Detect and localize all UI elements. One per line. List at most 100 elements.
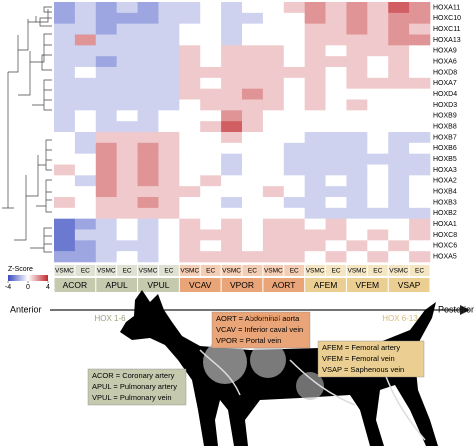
column-header [346, 265, 367, 276]
heat-cell [158, 110, 180, 122]
heat-cell [54, 88, 76, 100]
heat-cell [179, 240, 201, 252]
heat-cell [200, 240, 222, 252]
heat-cell [409, 88, 431, 100]
heat-cell [137, 45, 159, 57]
heat-cell [95, 2, 117, 14]
heat-cell [116, 229, 138, 241]
heat-cell [304, 251, 326, 263]
heat-cell [304, 175, 326, 187]
heat-cell [242, 240, 264, 252]
column-label: VSMC [55, 268, 74, 275]
heat-cell [367, 132, 389, 144]
heat-cell [242, 23, 264, 35]
heat-cell [304, 45, 326, 57]
heat-cell [283, 153, 305, 165]
heat-cell [221, 23, 243, 35]
heat-cell [262, 45, 285, 57]
group-box [305, 278, 346, 292]
heat-cell [262, 12, 285, 24]
row-label: HOXA5 [433, 253, 457, 260]
heat-cell [325, 77, 347, 89]
column-label: EC [206, 268, 215, 275]
heat-cell [304, 197, 326, 209]
heat-cell [179, 99, 201, 111]
heat-cell [95, 186, 117, 198]
heat-cell [388, 207, 410, 219]
heat-cell [346, 142, 368, 154]
column-label: EC [331, 268, 340, 275]
heat-cell [74, 56, 97, 68]
heat-cell [221, 218, 243, 230]
heat-cell [262, 197, 285, 209]
heat-cell [242, 2, 264, 14]
heat-cell [116, 132, 138, 144]
group-box [388, 278, 430, 292]
heat-cell [137, 12, 159, 24]
heat-cell [137, 153, 159, 165]
heat-cell [200, 99, 222, 111]
heat-cell [325, 34, 347, 46]
heat-cell [304, 153, 326, 165]
heat-cell [262, 2, 285, 14]
heat-cell [388, 132, 410, 144]
group-box [54, 278, 96, 292]
heat-cell [409, 110, 431, 122]
row-label: HOXB7 [433, 134, 457, 141]
group-box [346, 278, 388, 292]
row-label: HOXA9 [433, 48, 457, 55]
heat-cell [137, 88, 159, 100]
heat-cell [95, 45, 117, 57]
heat-cell [179, 153, 201, 165]
heat-cell [200, 67, 222, 79]
heat-cell [304, 229, 326, 241]
heat-cell [325, 110, 347, 122]
heat-cell [74, 218, 97, 230]
heat-cell [242, 175, 264, 187]
group-box [179, 278, 221, 292]
heat-cell [179, 218, 201, 230]
heat-cell [179, 88, 201, 100]
heat-cell [262, 164, 285, 176]
heat-cell [325, 12, 347, 24]
axis-left: Anterior [10, 304, 42, 314]
heat-cell [116, 142, 138, 154]
column-label: VSMC [180, 268, 199, 275]
heat-cell [200, 121, 222, 133]
heat-cell [325, 251, 347, 263]
legend-box [317, 340, 425, 378]
heat-cell [388, 240, 410, 252]
heat-cell [116, 45, 138, 57]
heat-cell [116, 34, 138, 46]
heat-cell [137, 99, 159, 111]
heat-cell [283, 207, 305, 219]
heat-cell [74, 67, 97, 79]
heat-cell [242, 142, 264, 154]
heat-cell [200, 23, 222, 35]
heat-cell [54, 132, 76, 144]
heat-cell [179, 197, 201, 209]
heat-cell [283, 34, 305, 46]
arrow-head [460, 305, 470, 315]
heat-cell [200, 229, 222, 241]
heat-cell [179, 56, 201, 68]
heat-cell [262, 77, 285, 89]
heat-cell [388, 56, 410, 68]
column-label: EC [123, 268, 132, 275]
heat-cell [158, 121, 180, 133]
heat-cell [158, 132, 180, 144]
heat-cell [54, 207, 76, 219]
heat-cell [179, 110, 201, 122]
row-label: HOXA11 [433, 4, 460, 11]
heat-cell [54, 164, 76, 176]
heat-cell [262, 99, 285, 111]
heat-cell [325, 67, 347, 79]
heat-cell [116, 218, 138, 230]
heat-cell [74, 99, 97, 111]
heat-cell [54, 229, 76, 241]
heat-cell [242, 251, 264, 263]
column-header [54, 265, 75, 276]
heat-cell [388, 2, 410, 14]
heat-cell [179, 142, 201, 154]
heat-cell [304, 121, 326, 133]
